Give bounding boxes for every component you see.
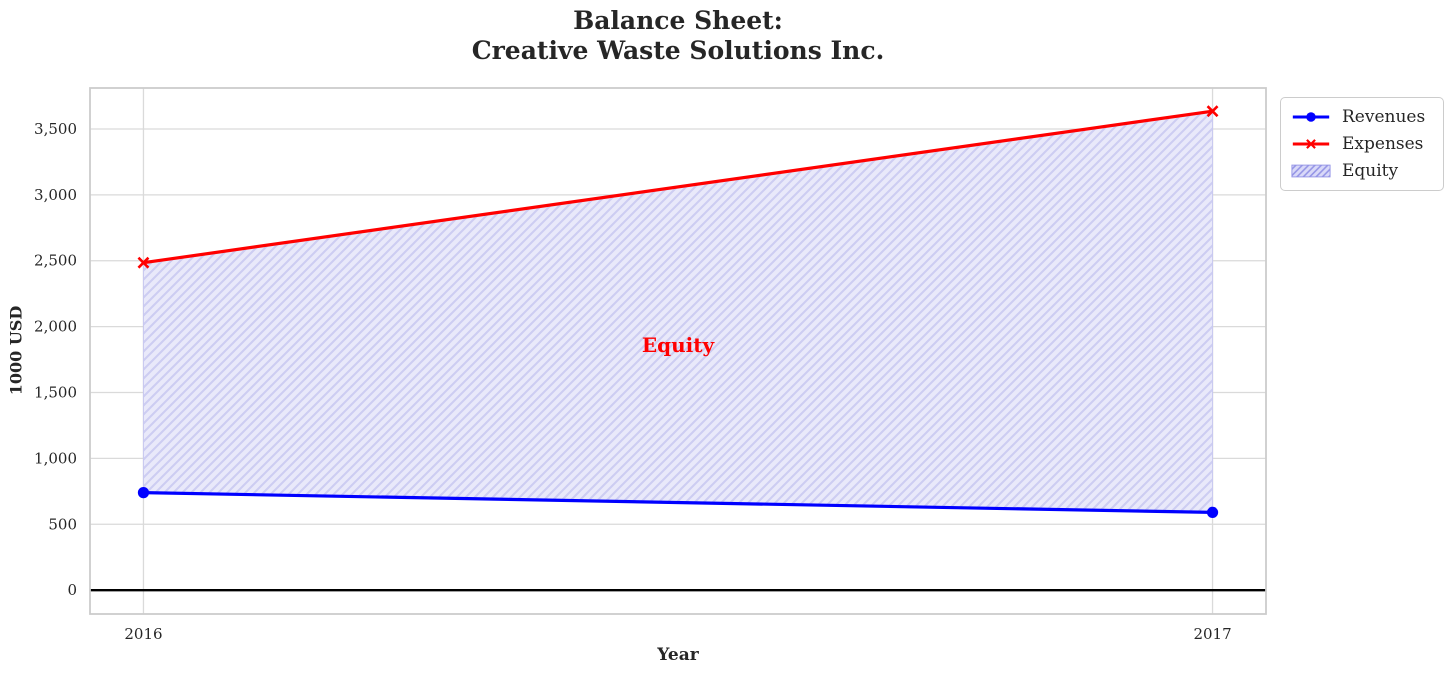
expenses-line: [143, 109, 1213, 265]
expenses-marker: [137, 256, 150, 269]
chart-title: Balance Sheet: Creative Waste Solutions …: [90, 6, 1266, 66]
legend: Revenues Expenses Equity: [1280, 97, 1444, 191]
svg-text:2017: 2017: [1193, 625, 1231, 643]
svg-text:3,500: 3,500: [34, 120, 77, 138]
y-axis-label: 1000 USD: [6, 305, 26, 396]
revenues-marker: [137, 487, 150, 499]
revenues-line-swatch: [1292, 112, 1330, 122]
plot-border: [89, 87, 1267, 615]
legend-item-expenses: Expenses: [1291, 134, 1433, 154]
expenses-marker: [1206, 105, 1219, 118]
svg-text:0: 0: [67, 581, 77, 599]
svg-text:2,000: 2,000: [34, 318, 77, 336]
svg-text:3,000: 3,000: [34, 186, 77, 204]
legend-label-expenses: Expenses: [1342, 134, 1424, 154]
legend-item-revenues: Revenues: [1291, 107, 1433, 127]
svg-text:2,500: 2,500: [34, 252, 77, 270]
chart-title-line1: Balance Sheet:: [573, 6, 783, 35]
legend-label-equity: Equity: [1342, 161, 1399, 181]
legend-label-revenues: Revenues: [1342, 107, 1426, 127]
revenues-marker: [1206, 506, 1219, 519]
equity-hatch-swatch: [1291, 164, 1331, 178]
equity-area: [142, 110, 1214, 513]
svg-text:1,500: 1,500: [34, 384, 77, 402]
svg-text:2016: 2016: [124, 625, 162, 643]
expenses-line-swatch: [1292, 139, 1330, 149]
x-tick-labels: 2016 2017: [124, 625, 1231, 643]
revenues-line: [143, 491, 1213, 515]
svg-text:500: 500: [48, 515, 77, 533]
equity-annotation: Equity: [641, 333, 715, 357]
chart-title-line2: Creative Waste Solutions Inc.: [471, 36, 885, 65]
x-axis-label: Year: [657, 645, 699, 665]
svg-text:1,000: 1,000: [34, 449, 77, 467]
y-tick-labels: 0 500 1,000 1,500 2,000 2,500 3,000 3,500: [34, 120, 77, 599]
legend-item-equity: Equity: [1291, 161, 1433, 181]
